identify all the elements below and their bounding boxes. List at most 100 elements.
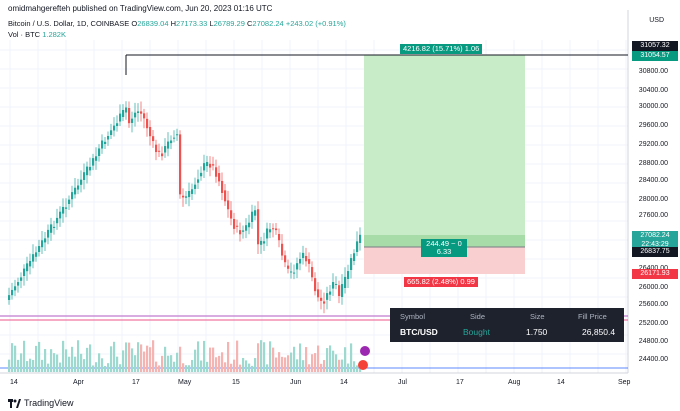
volume-bar bbox=[104, 365, 107, 372]
tradingview-logo-icon bbox=[8, 398, 21, 408]
volume-bar bbox=[11, 343, 14, 372]
candle bbox=[17, 282, 20, 286]
volume-bar bbox=[338, 359, 341, 372]
candle bbox=[152, 136, 155, 142]
candle bbox=[221, 180, 224, 193]
candle bbox=[332, 282, 335, 289]
candle bbox=[236, 225, 239, 227]
volume-bar bbox=[299, 343, 302, 372]
volume-bar bbox=[98, 353, 101, 372]
us-flag-icon[interactable] bbox=[358, 360, 368, 370]
candle bbox=[281, 243, 284, 256]
candle bbox=[86, 166, 89, 176]
candle bbox=[275, 228, 278, 231]
low-label: L bbox=[209, 19, 214, 28]
volume-bar bbox=[320, 363, 323, 372]
trade-side: Bought bbox=[463, 327, 490, 337]
volume-bar bbox=[59, 362, 62, 372]
candle bbox=[224, 190, 227, 202]
volume-value: 1.282K bbox=[42, 30, 66, 39]
volume-bar bbox=[35, 345, 38, 372]
volume-bar bbox=[53, 353, 56, 372]
candle bbox=[251, 211, 254, 222]
price-axis-label: 24800.00 bbox=[638, 338, 668, 345]
candle bbox=[263, 241, 266, 244]
high-price-tag-1: 31057.32 bbox=[632, 41, 678, 51]
time-axis-label: 17 bbox=[456, 379, 464, 386]
volume-bar bbox=[224, 362, 227, 372]
volume-bar bbox=[344, 347, 347, 372]
event-flag-icon[interactable] bbox=[360, 346, 370, 356]
volume-bar bbox=[65, 349, 68, 372]
volume-bar bbox=[92, 365, 95, 372]
volume-bar bbox=[119, 364, 122, 372]
volume-bar bbox=[131, 348, 134, 372]
candle bbox=[344, 276, 347, 288]
candle bbox=[341, 284, 344, 297]
volume-bar bbox=[113, 341, 116, 372]
volume-bar bbox=[143, 351, 146, 372]
candle bbox=[359, 234, 362, 243]
candle bbox=[305, 256, 308, 262]
volume-bar bbox=[182, 363, 185, 372]
volume-bar bbox=[77, 340, 80, 372]
candle bbox=[143, 113, 146, 119]
volume-bar bbox=[185, 365, 188, 372]
candle bbox=[233, 218, 236, 229]
candle bbox=[89, 166, 92, 171]
time-axis-label: 14 bbox=[10, 379, 18, 386]
price-axis-label: 24400.00 bbox=[638, 356, 668, 363]
volume-bar bbox=[275, 357, 278, 372]
volume-bar bbox=[158, 365, 161, 372]
volume-bar bbox=[218, 355, 221, 372]
volume-bar bbox=[248, 363, 251, 372]
volume-bar bbox=[107, 363, 110, 372]
mid-label-line-2: 6.33 bbox=[436, 247, 452, 256]
candle bbox=[26, 263, 29, 272]
volume-bar bbox=[308, 364, 311, 372]
candle bbox=[122, 109, 125, 117]
volume-bar bbox=[266, 364, 269, 372]
volume-bar bbox=[89, 344, 92, 372]
volume-bar bbox=[155, 361, 158, 372]
candle bbox=[194, 184, 197, 189]
footer-brand[interactable]: TradingView bbox=[8, 398, 74, 408]
volume-bar bbox=[305, 347, 308, 372]
candle bbox=[278, 234, 281, 241]
candle bbox=[200, 172, 203, 177]
volume-bar bbox=[110, 346, 113, 372]
countdown-tag: 22:43:29 bbox=[632, 240, 678, 250]
candle bbox=[8, 295, 11, 300]
candle bbox=[128, 108, 131, 124]
candle bbox=[92, 158, 95, 166]
volume-bar bbox=[191, 359, 194, 372]
candle bbox=[113, 125, 116, 131]
price-axis-label: 26000.00 bbox=[638, 284, 668, 291]
candle bbox=[71, 192, 74, 200]
candle bbox=[80, 179, 83, 185]
symbol-legend: Bitcoin / U.S. Dollar, 1D, COINBASE O268… bbox=[8, 19, 346, 28]
candle bbox=[203, 163, 206, 171]
currency-label: USD bbox=[649, 17, 664, 24]
candle bbox=[50, 224, 53, 233]
candle bbox=[191, 189, 194, 194]
candle bbox=[167, 141, 170, 149]
candle bbox=[299, 258, 302, 264]
volume-bar bbox=[245, 360, 248, 372]
volume-bar bbox=[188, 365, 191, 372]
target-zone bbox=[364, 55, 525, 235]
volume-bar bbox=[29, 358, 32, 372]
price-axis-label: 25200.00 bbox=[638, 320, 668, 327]
candle bbox=[254, 210, 257, 216]
candle bbox=[326, 293, 329, 300]
volume-bar bbox=[146, 345, 149, 372]
candle bbox=[158, 150, 161, 152]
stop-price-tag: 26171.93 bbox=[632, 269, 678, 279]
open-value: 26839.04 bbox=[137, 19, 169, 28]
high-label: H bbox=[170, 19, 177, 28]
candle bbox=[287, 265, 290, 269]
volume-bar bbox=[125, 342, 128, 372]
time-axis-label: 14 bbox=[557, 379, 565, 386]
volume-bar bbox=[74, 356, 77, 372]
